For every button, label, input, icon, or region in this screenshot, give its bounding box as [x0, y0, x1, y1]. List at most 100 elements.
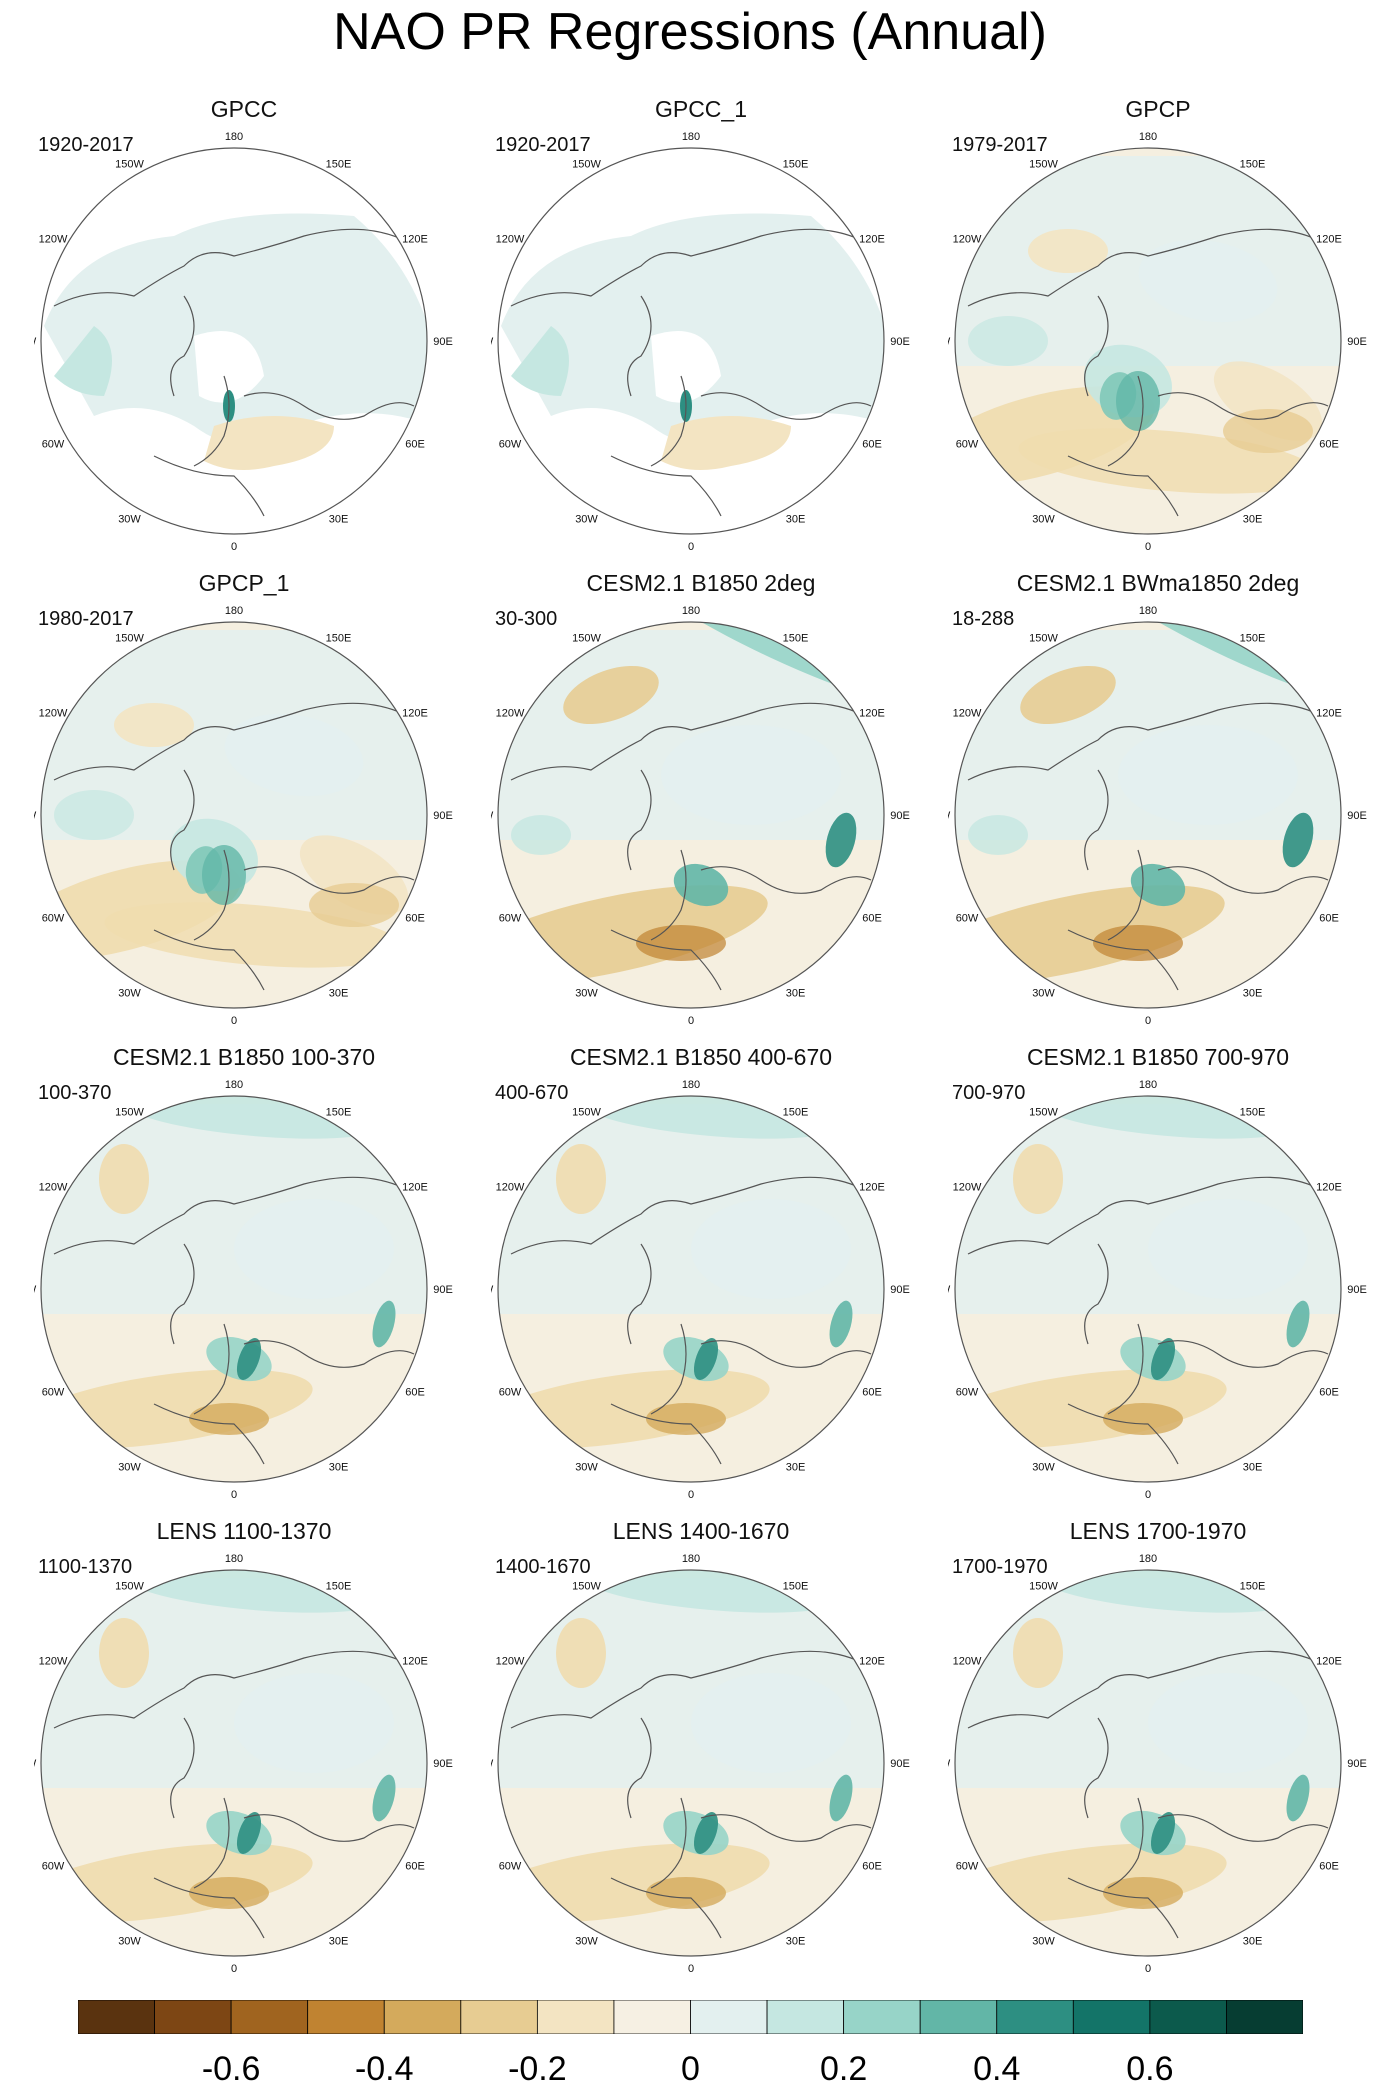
map-panel: GPCC 180 0 150W 120W 90W 60W 30W 150E 120E 90E 60E 3… — [34, 96, 454, 556]
longitude-label: 120E — [1316, 1182, 1342, 1194]
longitude-label: 60W — [956, 1861, 979, 1873]
panel-title: GPCP — [1125, 96, 1191, 122]
longitude-label: 30W — [118, 514, 141, 526]
longitude-label: 60W — [499, 913, 522, 925]
longitude-label: 30W — [118, 1462, 141, 1474]
longitude-label: 60E — [862, 1387, 882, 1399]
longitude-label: 30E — [786, 988, 806, 1000]
longitude-label: 60W — [499, 439, 522, 451]
colorbar-swatch — [919, 2000, 998, 2034]
map-panel: GPCC_1 180 0 150W 120W 90W 60W 30W 150E 120E 90E 60… — [491, 96, 911, 556]
longitude-label: 90E — [433, 336, 453, 348]
period-label: 1100-1370 — [38, 1556, 133, 1578]
longitude-label: 120E — [1316, 234, 1342, 246]
colorbar-swatch — [230, 2000, 309, 2034]
panel-title: LENS 1100-1370 — [156, 1518, 332, 1544]
longitude-label: 120W — [496, 234, 525, 246]
panel-title: LENS 1700-1970 — [1069, 1518, 1247, 1544]
longitude-label: 120E — [859, 1656, 885, 1668]
period-label: 1920-2017 — [495, 134, 591, 156]
longitude-label: 120E — [859, 1182, 885, 1194]
longitude-label: 60E — [405, 439, 425, 451]
longitude-label: 30W — [575, 1936, 598, 1948]
longitude-label: 180 — [1139, 1079, 1157, 1091]
longitude-label: 120E — [1316, 708, 1342, 720]
longitude-label: 150E — [326, 1106, 352, 1118]
longitude-label: 0 — [1145, 1963, 1151, 1975]
figure-title: NAO PR Regressions (Annual) — [333, 3, 1047, 61]
panel-title: GPCC_1 — [654, 96, 748, 122]
map-panel: LENS 1100-13701800150W120W90W60W30W150E1… — [34, 1518, 454, 1978]
longitude-label: 90E — [1347, 1284, 1367, 1296]
longitude-label: 150E — [783, 632, 809, 644]
longitude-label: 90E — [1347, 810, 1367, 822]
colorbar-tick-label: -0.4 — [354, 2050, 414, 2088]
colorbar — [78, 2000, 1303, 2034]
longitude-label: 90W — [491, 810, 494, 822]
longitude-label: 180 — [225, 1079, 243, 1091]
longitude-label: 90W — [948, 1758, 951, 1770]
longitude-label: 180 — [682, 1079, 700, 1091]
longitude-label: 30E — [329, 514, 349, 526]
longitude-label: 90W — [948, 1284, 951, 1296]
longitude-label: 30E — [1243, 1462, 1263, 1474]
period-label: 100-370 — [38, 1082, 112, 1104]
longitude-label: 90W — [491, 1758, 494, 1770]
longitude-label: 30W — [118, 1936, 141, 1948]
longitude-label: 150W — [1029, 1580, 1058, 1592]
polar-map: 180 0 150W 120W 90W 60W 30W 150E 120E 90E 60E 30E — [491, 1553, 910, 1975]
longitude-label: 60W — [956, 913, 979, 925]
longitude-label: 90W — [34, 1284, 37, 1296]
colorbar-tick-label: -0.2 — [508, 2050, 567, 2088]
longitude-label: 30W — [575, 988, 598, 1000]
polar-map: 180 0 150W 120W 90W 60W 30W 150E 120E 90E 60E 30E — [34, 1553, 453, 1975]
polar-map: 180 0 150W 120W 90W 60W 30W 150E 120E 90E 60E 30E — [34, 1079, 453, 1501]
map-panel: LENS 1400-16701800150W120W90W60W30W150E1… — [491, 1518, 911, 1978]
longitude-label: 30W — [118, 988, 141, 1000]
longitude-label: 60W — [42, 913, 65, 925]
longitude-label: 0 — [1145, 1489, 1151, 1501]
longitude-label: 90E — [433, 1758, 453, 1770]
longitude-label: 60W — [42, 1861, 65, 1873]
longitude-label: 30W — [575, 1462, 598, 1474]
longitude-label: 120W — [39, 1656, 68, 1668]
longitude-label: 60E — [1319, 1387, 1339, 1399]
colorbar-swatch — [996, 2000, 1074, 2034]
longitude-label: 150W — [572, 1580, 601, 1592]
longitude-label: 150W — [115, 158, 144, 170]
longitude-label: 120W — [39, 234, 68, 246]
polar-map: 180 0 150W 120W 90W 60W 30W 150E 120E 90E 60E 30E — [948, 1079, 1367, 1501]
longitude-label: 30E — [786, 514, 806, 526]
longitude-label: 0 — [231, 541, 237, 553]
longitude-label: 0 — [688, 1963, 694, 1975]
longitude-label: 60E — [1319, 439, 1339, 451]
colorbar-swatch — [1226, 2000, 1303, 2034]
longitude-label: 30E — [786, 1462, 806, 1474]
longitude-label: 150E — [326, 1580, 352, 1592]
longitude-label: 90E — [890, 810, 910, 822]
longitude-label: 150W — [1029, 158, 1058, 170]
longitude-label: 60E — [862, 913, 882, 925]
polar-map: 180 0 150W 120W 90W 60W 30W 150E 120E 90E 60E 30E — [948, 605, 1367, 1027]
period-label: 1700-1970 — [952, 1556, 1048, 1578]
longitude-label: 60W — [42, 439, 65, 451]
longitude-label: 30E — [329, 988, 349, 1000]
polar-map: 180 0 150W 120W 90W 60W 30W 150E 120E 90E 60E 30E — [34, 131, 453, 553]
map-panel: CESM2.1 B1850 400-670 180 0 150W 120W 90W 60W 3… — [491, 1044, 911, 1504]
longitude-label: 30W — [1032, 514, 1055, 526]
longitude-label: 60W — [956, 1387, 979, 1399]
longitude-label: 60E — [1319, 1861, 1339, 1873]
colorbar-swatch — [613, 2000, 691, 2034]
colorbar-swatch — [766, 2000, 845, 2034]
longitude-label: 90W — [948, 336, 951, 348]
period-label: 400-670 — [495, 1082, 569, 1104]
longitude-label: 150E — [783, 1580, 809, 1592]
longitude-label: 180 — [225, 1553, 243, 1565]
longitude-label: 180 — [682, 605, 700, 617]
longitude-label: 90E — [890, 1284, 910, 1296]
colorbar-swatch — [690, 2000, 768, 2034]
longitude-label: 90W — [948, 810, 951, 822]
longitude-label: 150W — [1029, 632, 1058, 644]
map-panel: CESM2.1 B1850 700-970 180 0 150W 120W 90W 60W 3… — [948, 1044, 1368, 1504]
longitude-label: 0 — [688, 1015, 694, 1027]
